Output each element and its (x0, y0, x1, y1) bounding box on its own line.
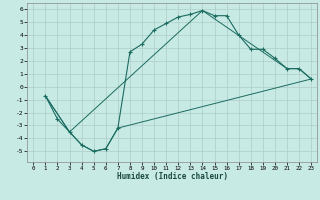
X-axis label: Humidex (Indice chaleur): Humidex (Indice chaleur) (117, 172, 228, 181)
